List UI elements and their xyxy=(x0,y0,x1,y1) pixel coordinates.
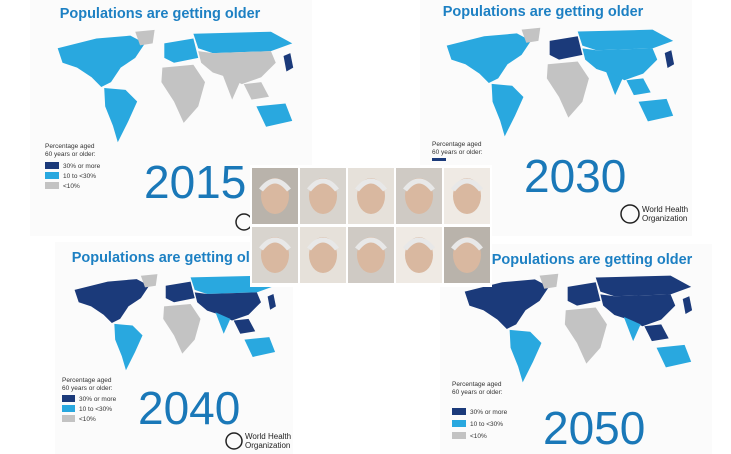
portrait-face xyxy=(405,178,433,214)
legend-swatch xyxy=(432,158,446,161)
portrait-hair xyxy=(403,178,435,192)
portrait-hair xyxy=(451,237,483,251)
portrait-hair xyxy=(259,237,291,251)
panel-2015: Populations are getting older Percentage… xyxy=(30,0,312,236)
year: 2030 xyxy=(524,150,626,202)
legend-title: 60 years or older: xyxy=(45,151,96,158)
portrait-face xyxy=(357,237,385,273)
legend-item: 10 to <30% xyxy=(470,421,503,428)
who-logo xyxy=(225,432,243,450)
portrait-hair xyxy=(307,237,339,251)
logo-text: World Health xyxy=(245,432,291,441)
portrait-face xyxy=(405,237,433,273)
legend-item: <10% xyxy=(63,183,80,190)
legend-swatch xyxy=(452,432,466,439)
portrait-hair xyxy=(355,237,387,251)
legend-swatch xyxy=(62,395,75,402)
portrait-face xyxy=(261,178,289,214)
legend-swatch xyxy=(45,182,59,189)
legend-swatch xyxy=(45,172,59,179)
portrait-hair xyxy=(259,178,291,192)
portrait-hair xyxy=(403,237,435,251)
portrait-face xyxy=(453,237,481,273)
panel-title: Populations are getting older xyxy=(60,6,261,22)
legend-item: 10 to <30% xyxy=(79,406,112,413)
legend-swatch xyxy=(452,408,466,415)
legend-item: 30% or more xyxy=(470,409,508,416)
legend-swatch xyxy=(452,420,466,427)
legend-item: 30% or more xyxy=(79,396,117,403)
legend-swatch xyxy=(62,405,75,412)
portrait-hair xyxy=(355,178,387,192)
panel-title: Populations are getting older xyxy=(443,4,644,20)
legend-swatch xyxy=(62,415,75,422)
portrait-hair xyxy=(451,178,483,192)
logo-text: Organization xyxy=(642,214,687,223)
year: 2015 xyxy=(144,156,246,208)
panel-title: Populations are getting older xyxy=(72,250,273,266)
legend-title: Percentage aged xyxy=(45,143,95,150)
who-logo xyxy=(620,204,640,224)
portrait-hair xyxy=(307,178,339,192)
portrait-face xyxy=(261,237,289,273)
panel-title: Populations are getting older xyxy=(492,252,693,268)
legend-title: Percentage aged xyxy=(432,141,482,148)
legend-item: 10 to <30% xyxy=(63,173,96,180)
legend-title: 60 years or older: xyxy=(452,389,503,396)
logo-text: Organization xyxy=(245,441,290,450)
legend-item: <10% xyxy=(79,416,96,423)
legend-title: Percentage aged xyxy=(452,381,502,388)
portrait-face xyxy=(357,178,385,214)
legend-title: Percentage aged xyxy=(62,377,112,384)
legend-item: 30% or more xyxy=(63,163,101,170)
photo-grid xyxy=(250,165,492,287)
legend-title: 60 years or older: xyxy=(432,149,483,156)
legend-swatch xyxy=(45,162,59,169)
legend-title: 60 years or older: xyxy=(62,385,113,392)
year: 2050 xyxy=(543,402,645,454)
legend-item: <10% xyxy=(470,433,487,440)
logo-text: World Health xyxy=(642,205,688,214)
portrait-face xyxy=(309,178,337,214)
year: 2040 xyxy=(138,382,240,434)
portrait-face xyxy=(453,178,481,214)
portrait-face xyxy=(309,237,337,273)
